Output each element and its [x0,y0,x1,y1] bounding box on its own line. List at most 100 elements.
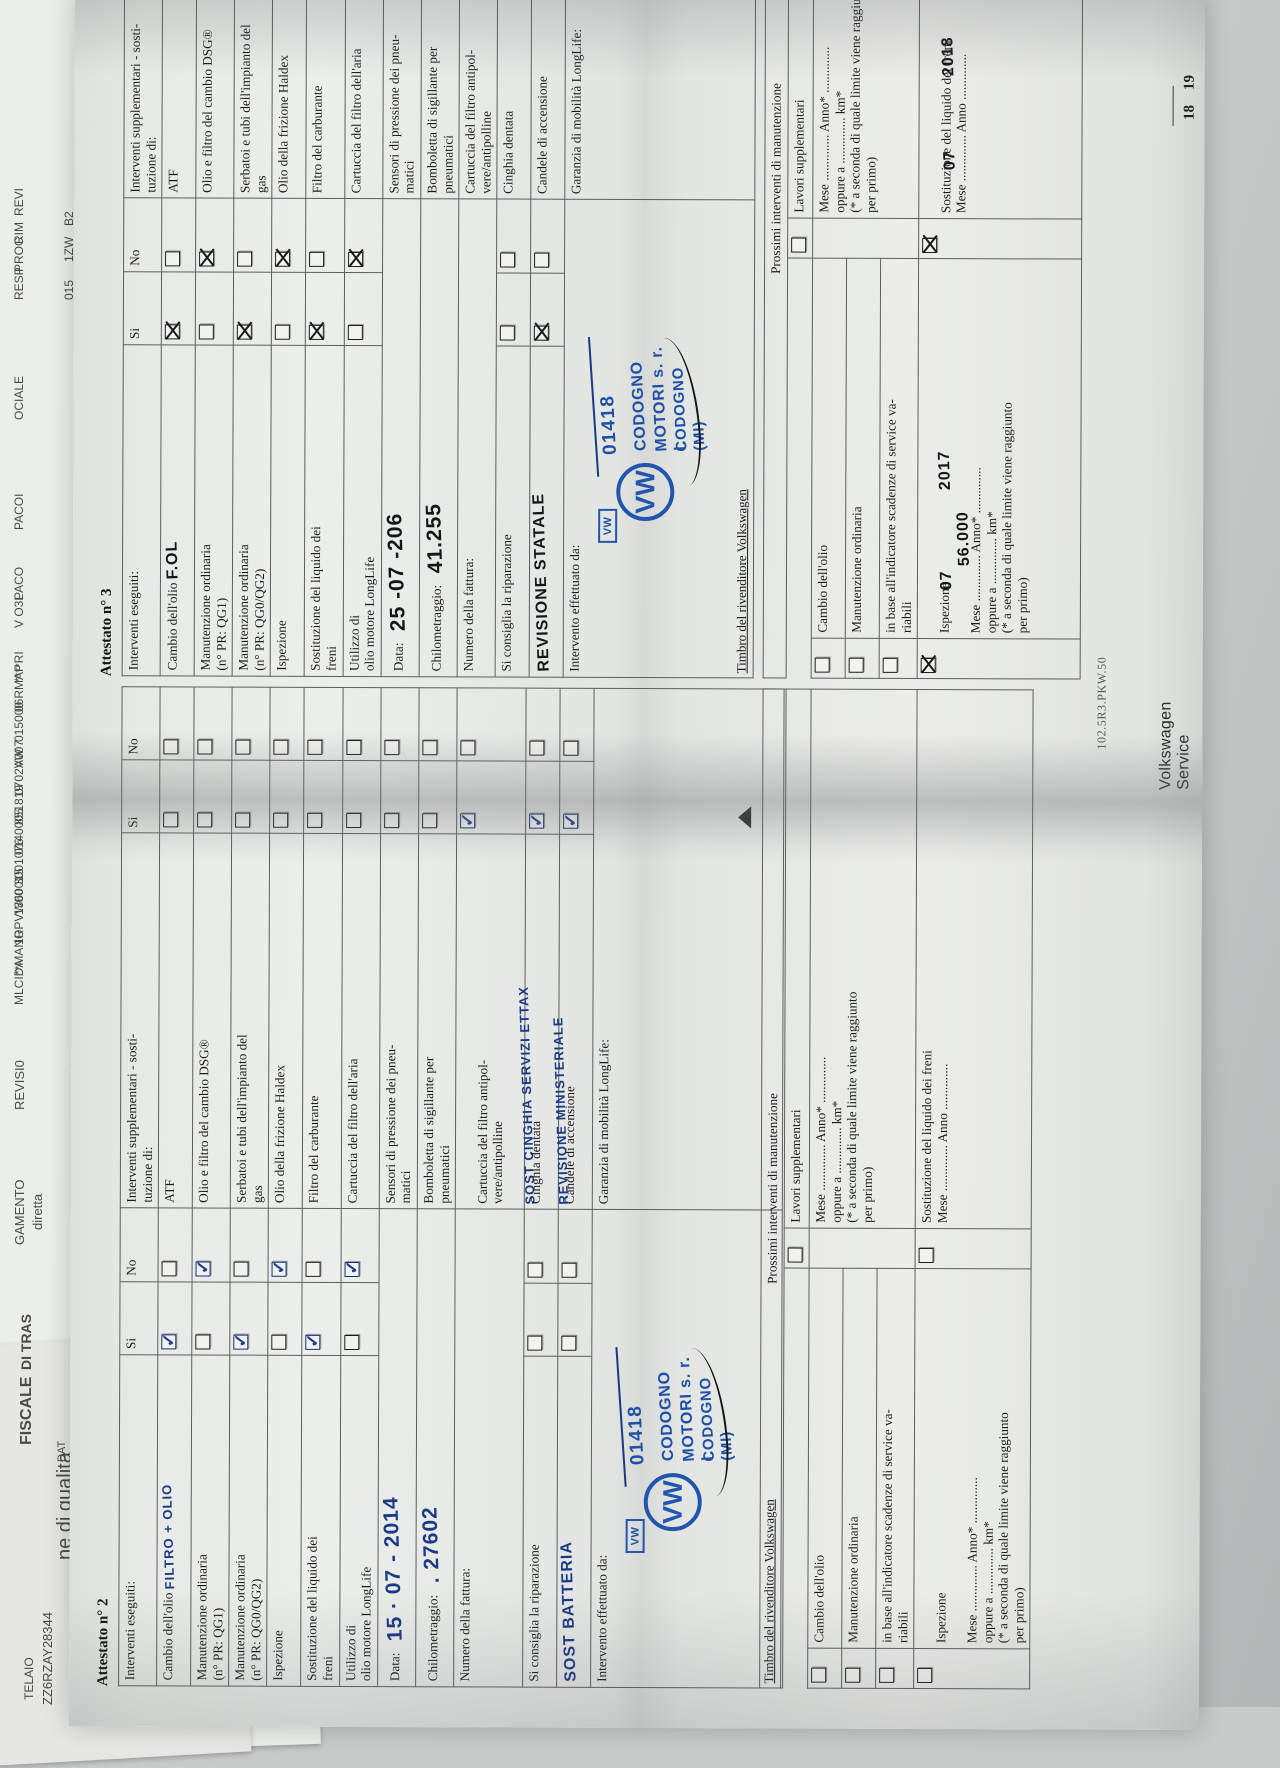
checkbox-checked-icon[interactable] [534,325,550,341]
checkbox-icon[interactable] [811,1667,827,1683]
checkbox-checked-icon[interactable]: ✓ [231,1333,251,1350]
checkbox-icon[interactable] [845,1667,861,1683]
checkbox-icon[interactable] [345,740,362,756]
checkbox-cell-no[interactable] [195,198,235,272]
row-chilometraggio-2[interactable]: Chilometraggio: . 27602 [415,1209,456,1687]
checkbox-cell-ispezione-2[interactable] [913,1648,1031,1689]
checkbox-icon[interactable] [563,741,579,757]
checkbox-cell-si[interactable] [271,271,307,346]
checkbox-icon[interactable] [275,324,291,340]
checkbox-cell-no[interactable] [230,1208,269,1282]
checkbox-cell-no[interactable]: ✓ [340,1208,380,1283]
checkbox-cell-no[interactable] [161,198,196,272]
checkbox-icon[interactable] [384,740,400,756]
checkbox-icon[interactable] [309,251,325,267]
checkbox-cell-si[interactable] [496,272,531,346]
checkbox-cell-si[interactable] [342,760,381,835]
checkbox-icon[interactable] [197,812,213,829]
checkbox-checked-icon[interactable] [309,324,325,340]
checkbox-icon[interactable] [235,739,251,755]
checkbox-cell-no[interactable] [304,687,343,761]
checkbox-cell-si[interactable] [193,760,233,834]
checkbox-cell-si[interactable] [270,760,305,834]
checkbox-cell-no[interactable] [380,687,420,762]
checkbox-cell-si[interactable] [340,1281,379,1356]
checkbox-icon[interactable] [561,1335,577,1351]
checkbox-checked-icon[interactable]: ✓ [193,1259,213,1277]
checkbox-icon[interactable] [233,1261,249,1277]
checkbox-cell-no[interactable] [456,687,527,762]
checkbox-cell-no[interactable] [344,198,383,273]
checkbox-icon[interactable] [198,324,215,340]
checkbox-cell-no[interactable] [272,198,307,272]
checkbox-icon[interactable] [347,324,363,340]
checkbox-cell-si[interactable] [268,1281,303,1356]
row-numero-fattura[interactable]: Numero della fattura: [457,199,498,678]
checkbox-icon[interactable] [195,1334,211,1350]
checkbox-icon[interactable] [345,813,361,829]
checkbox-cell-no[interactable] [496,199,532,273]
checkbox-cell-no[interactable] [158,1208,193,1282]
checkbox-cell-no[interactable] [526,688,561,762]
checkbox-cell-cambio-olio-2[interactable] [807,1648,842,1689]
checkbox-cell-si[interactable] [343,272,383,346]
checkbox-icon[interactable] [500,252,516,268]
checkbox-icon[interactable] [271,1334,287,1350]
checkbox-cell-no[interactable] [302,1208,341,1282]
checkbox-cell-manutenzione[interactable] [845,638,880,679]
row-data[interactable]: Data: 25 -07 -206 [380,198,421,677]
checkbox-cell-liquido-freni[interactable] [918,218,1082,260]
checkbox-checked-icon[interactable] [922,237,938,254]
checkbox-icon[interactable] [161,1260,177,1276]
checkbox-icon[interactable] [307,813,323,829]
checkbox-cell-si[interactable]: ✓ [230,1281,269,1355]
checkbox-cell-no[interactable]: ✓ [192,1208,231,1282]
checkbox-cell-no[interactable] [560,688,595,762]
checkbox-icon[interactable] [848,657,864,673]
checkbox-cell-si[interactable] [159,760,194,834]
checkbox-icon[interactable] [163,739,179,755]
checkbox-cell-si[interactable] [524,1282,559,1356]
checkbox-icon[interactable] [500,325,516,341]
checkbox-cell-no[interactable] [193,686,233,761]
checkbox-icon[interactable] [165,250,181,266]
checkbox-cell-si[interactable] [418,761,457,835]
checkbox-icon[interactable] [534,252,550,268]
checkbox-cell-no[interactable] [270,687,305,761]
checkbox-cell-si[interactable] [233,271,273,345]
checkbox-icon[interactable] [879,1667,895,1683]
checkbox-icon[interactable] [383,813,399,829]
checkbox-cell-cambio-olio[interactable] [811,638,846,679]
checkbox-icon[interactable] [273,813,289,829]
checkbox-icon[interactable] [527,1335,543,1351]
checkbox-icon[interactable] [561,1262,577,1278]
checkbox-icon[interactable] [235,813,251,829]
checkbox-cell-no[interactable] [232,687,271,761]
checkbox-icon[interactable] [306,1261,322,1277]
checkbox-checked-icon[interactable] [199,250,215,267]
checkbox-checked-icon[interactable] [237,324,253,340]
checkbox-cell-si[interactable]: ✓ [525,761,561,835]
checkbox-icon[interactable] [422,740,438,756]
checkbox-checked-icon[interactable]: ✓ [342,1260,362,1277]
checkbox-checked-icon[interactable]: ✓ [527,812,547,830]
checkbox-icon[interactable] [917,1667,933,1684]
checkbox-cell-manutenzione-2[interactable] [841,1648,876,1689]
checkbox-cell-si[interactable]: ✓ [302,1281,341,1356]
checkbox-cell-si[interactable] [305,271,345,346]
checkbox-cell-si[interactable]: ✓ [456,761,527,835]
checkbox-icon[interactable] [343,1334,359,1350]
checkbox-cell-no[interactable] [418,687,458,762]
checkbox-cell-si[interactable] [530,272,565,346]
checkbox-cell-no[interactable] [306,198,345,273]
checkbox-icon[interactable] [197,739,213,755]
checkbox-icon[interactable] [882,657,898,673]
checkbox-cell-no[interactable] [530,199,566,273]
checkbox-checked-icon[interactable] [164,324,181,340]
checkbox-cell-si[interactable] [380,760,419,835]
checkbox-icon[interactable] [527,1262,543,1278]
checkbox-cell-si[interactable] [161,271,196,345]
checkbox-icon[interactable] [790,237,806,253]
checkbox-checked-icon[interactable]: ✓ [458,812,478,829]
checkbox-icon[interactable] [787,1247,803,1263]
